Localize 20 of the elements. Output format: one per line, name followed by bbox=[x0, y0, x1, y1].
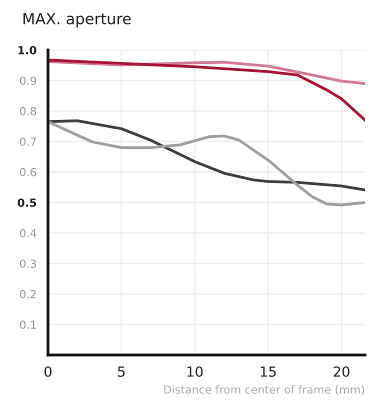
y-tick-label: 0.2 bbox=[20, 290, 36, 298]
y-tick-label: 0.1 bbox=[20, 320, 36, 329]
y-tick-label: 0.7 bbox=[20, 137, 36, 146]
y-tick-label: 0.9 bbox=[20, 76, 36, 85]
x-tick-label: 0 bbox=[44, 366, 52, 377]
y-tick-label: 0.3 bbox=[20, 259, 36, 268]
x-axis-title: Distance from center of frame (mm) bbox=[164, 385, 364, 396]
line-series bbox=[48, 120, 365, 206]
line-series bbox=[48, 58, 365, 122]
y-tick-label: 1.0 bbox=[18, 46, 36, 54]
y-tick-label: 0.5 bbox=[18, 198, 36, 207]
x-tick-label: 20 bbox=[334, 366, 350, 377]
y-tick-label: 0.6 bbox=[20, 168, 36, 176]
x-tick-label: 15 bbox=[260, 366, 276, 377]
x-tick-label: 5 bbox=[118, 366, 125, 377]
y-tick-label: 0.8 bbox=[20, 106, 36, 116]
y-tick-label: 0.4 bbox=[20, 228, 36, 238]
line-series bbox=[48, 119, 365, 192]
chart-title: MAX. aperture bbox=[24, 13, 131, 28]
x-tick-label: 10 bbox=[187, 366, 203, 377]
